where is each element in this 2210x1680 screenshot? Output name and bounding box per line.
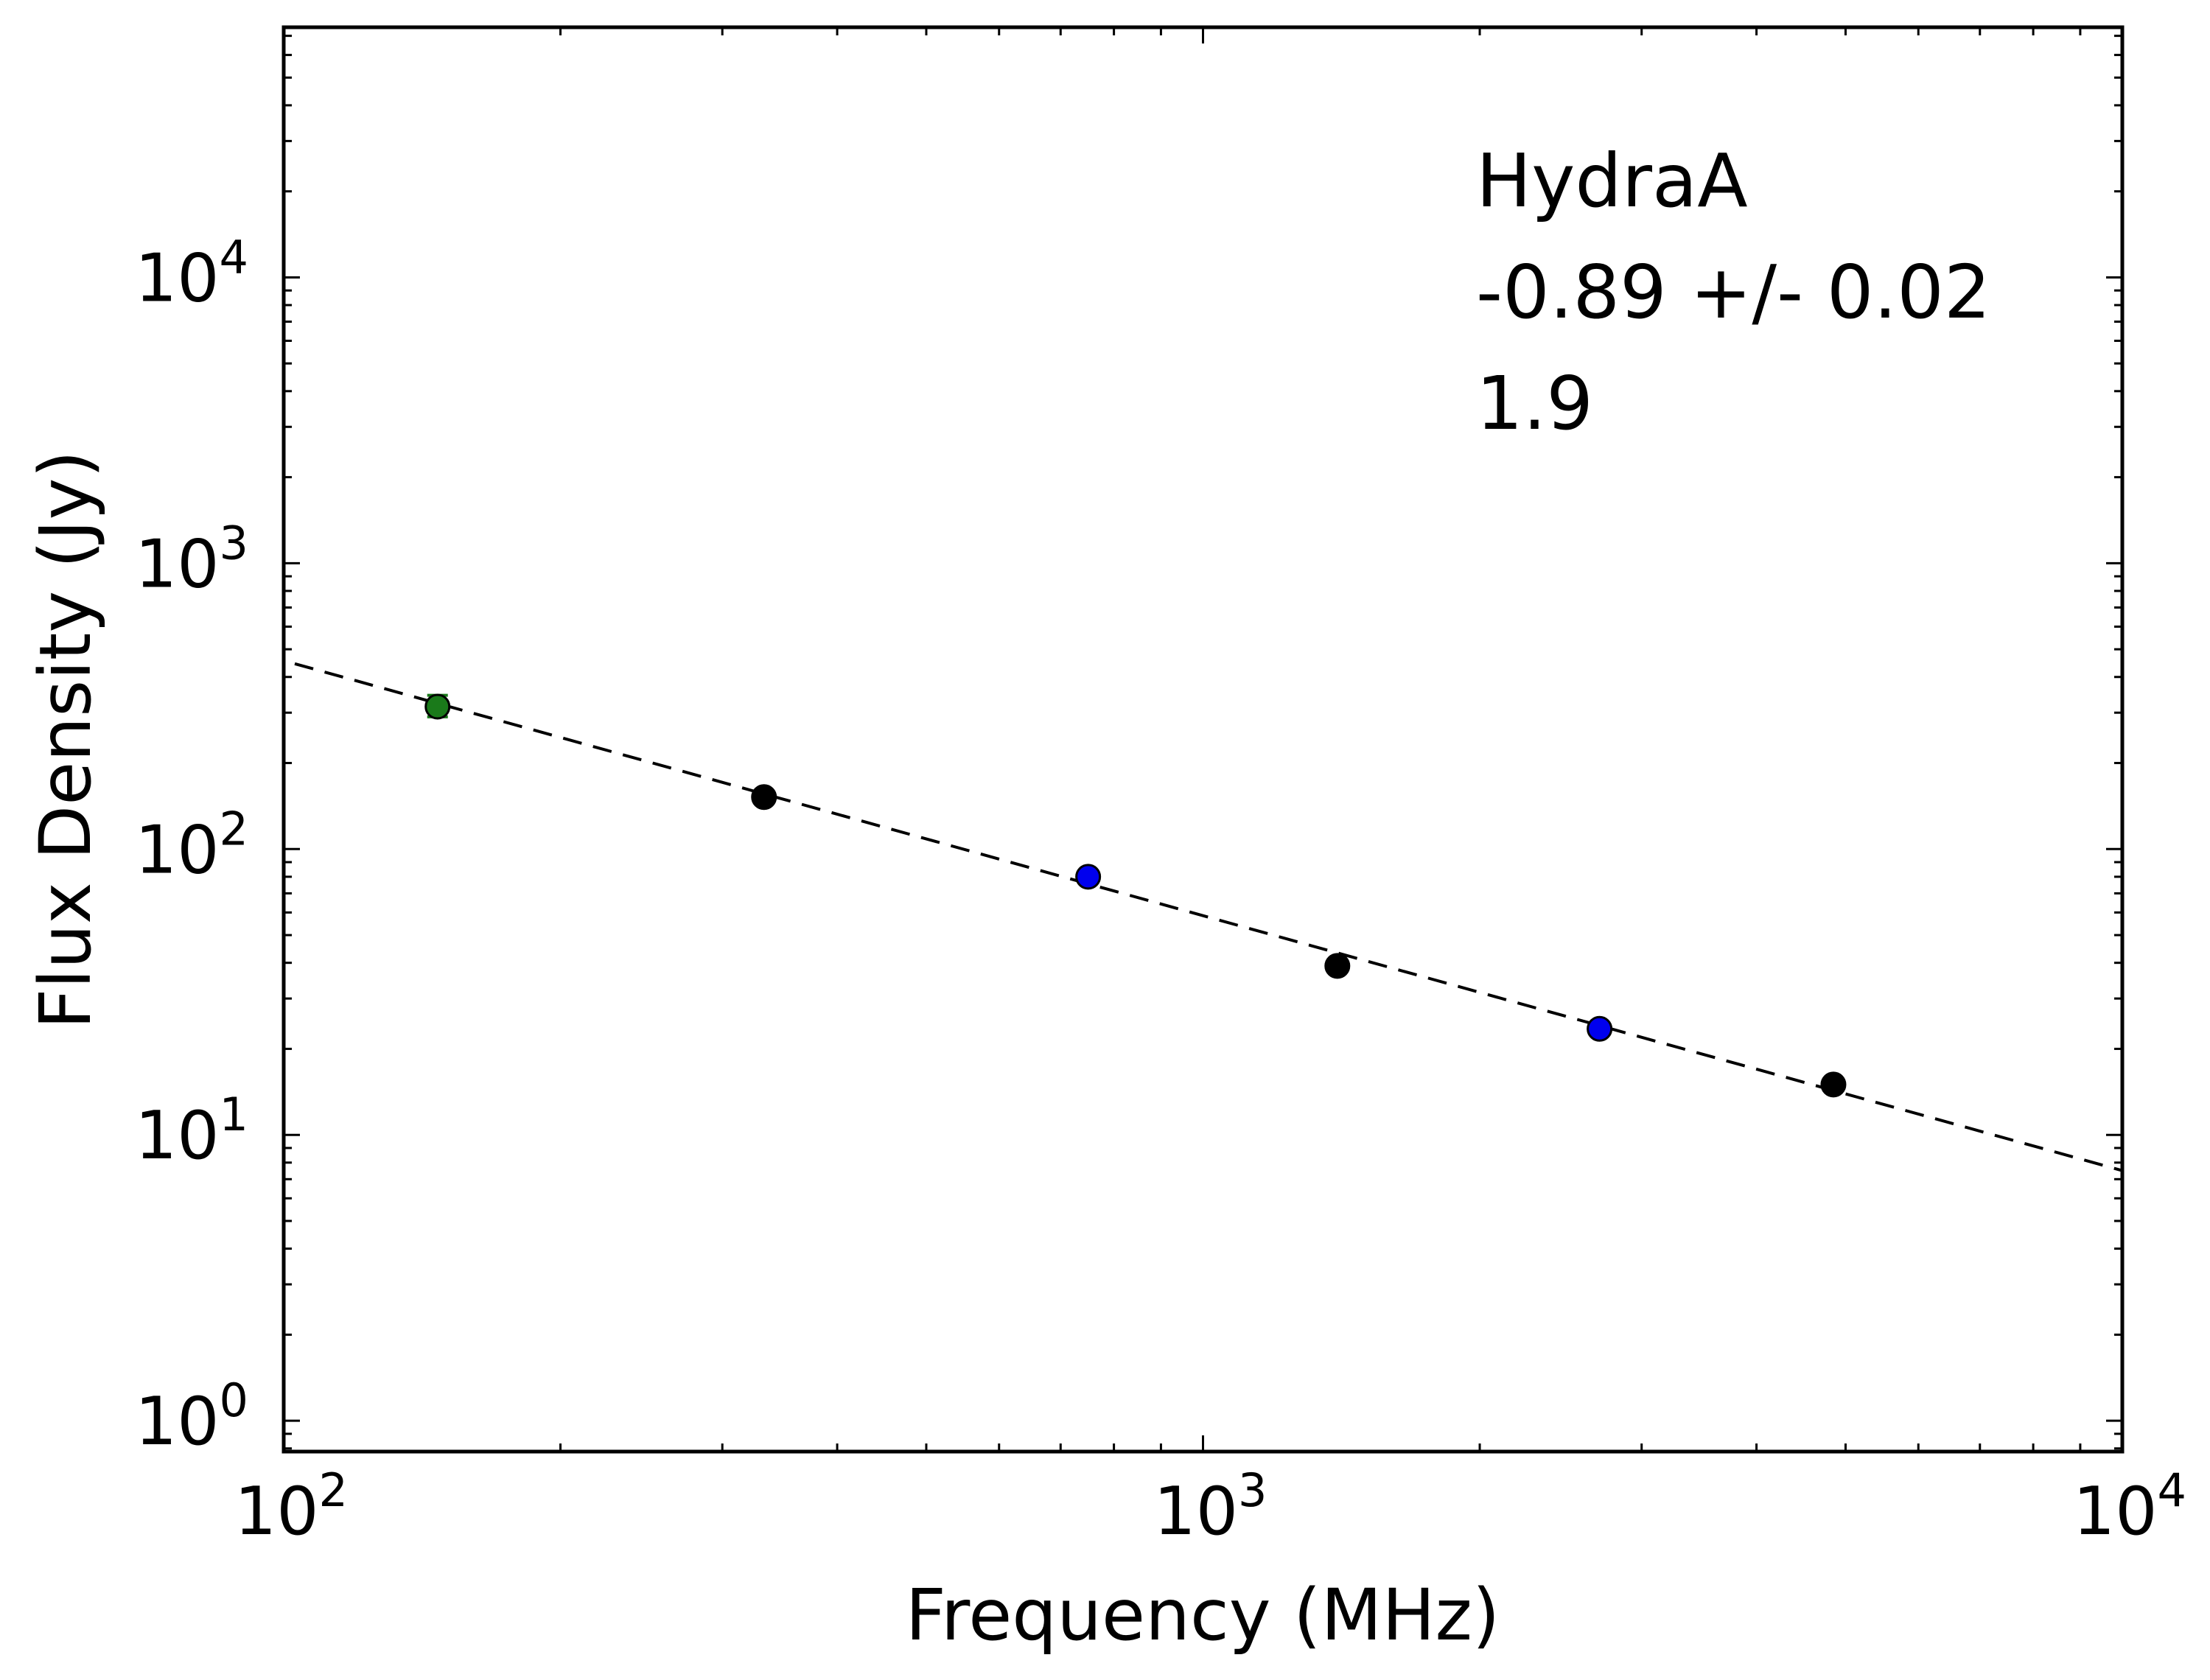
- data-point: [1587, 1015, 1613, 1042]
- annotation-source-name: HydraA: [1476, 138, 1748, 224]
- x-tick-labels: 102 103 104: [234, 1463, 2186, 1550]
- x-tick-label: 102: [234, 1463, 348, 1550]
- annotation-spectral-index: -0.89 +/- 0.02: [1476, 249, 1991, 335]
- y-axis-label: Flux Density (Jy): [24, 450, 107, 1029]
- y-tick-labels: 100 101 102 103 104: [135, 230, 248, 1460]
- y-tick-label: 100: [135, 1373, 248, 1460]
- data-point: [1820, 1071, 1847, 1098]
- y-tick-label: 102: [135, 802, 248, 889]
- annotation-reduced-chi2: 1.9: [1476, 360, 1593, 447]
- y-tick-label: 101: [135, 1088, 248, 1175]
- data-point: [424, 693, 451, 720]
- data-point: [751, 784, 777, 811]
- data-point: [1324, 953, 1351, 979]
- major-ticks: [282, 27, 2124, 1452]
- data-point: [1075, 864, 1102, 890]
- y-tick-label: 103: [135, 516, 248, 603]
- plot-frame: [282, 25, 2125, 1454]
- fit-line: [294, 662, 2123, 1172]
- data-points: [424, 693, 1847, 1098]
- x-tick-label: 104: [2073, 1463, 2186, 1550]
- x-axis-label: Frequency (MHz): [906, 1574, 1500, 1656]
- x-tick-label: 103: [1154, 1463, 1267, 1550]
- minor-ticks: [284, 27, 2122, 1452]
- y-tick-label: 104: [135, 230, 248, 317]
